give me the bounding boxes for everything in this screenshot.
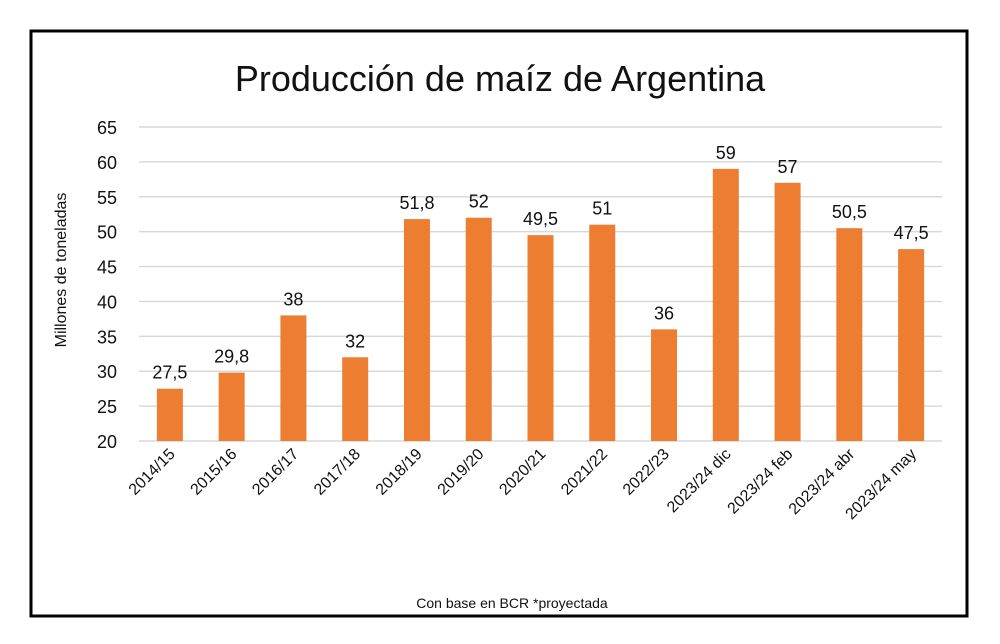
- x-axis-label: Con base en BCR *proyectada: [416, 595, 608, 611]
- data-label: 32: [345, 331, 365, 351]
- y-tick-label: 55: [97, 188, 117, 208]
- bar: [898, 249, 925, 441]
- bar: [403, 219, 430, 441]
- bar: [342, 357, 369, 441]
- bar: [712, 168, 739, 441]
- chart-title: Producción de maíz de Argentina: [235, 58, 766, 99]
- y-tick-label: 35: [97, 327, 117, 347]
- data-label: 59: [716, 143, 736, 163]
- data-label: 51: [592, 199, 612, 219]
- y-tick-label: 65: [97, 118, 117, 138]
- data-label: 51,8: [399, 193, 434, 213]
- data-label: 36: [654, 303, 674, 323]
- bar: [156, 388, 183, 441]
- y-tick-label: 30: [97, 362, 117, 382]
- bar: [465, 217, 492, 441]
- bar: [589, 224, 616, 441]
- data-label: 29,8: [214, 347, 249, 367]
- chart-border: [29, 29, 969, 618]
- y-tick-label: 45: [97, 258, 117, 278]
- y-tick-label: 60: [97, 153, 117, 173]
- bar: [527, 235, 554, 441]
- data-label: 57: [778, 157, 798, 177]
- y-axis-label: Millones de toneladas: [53, 193, 70, 348]
- data-label: 50,5: [832, 202, 867, 222]
- y-tick-label: 40: [97, 292, 117, 312]
- bar: [280, 315, 307, 441]
- bar: [651, 329, 678, 441]
- data-label: 38: [283, 289, 303, 309]
- data-label: 52: [469, 192, 489, 212]
- bar: [774, 182, 801, 442]
- bar: [836, 228, 863, 441]
- bar: [218, 372, 245, 441]
- y-tick-label: 25: [97, 397, 117, 417]
- y-tick-label: 50: [97, 223, 117, 243]
- data-label: 27,5: [152, 363, 187, 383]
- data-label: 49,5: [523, 209, 558, 229]
- data-label: 47,5: [894, 223, 929, 243]
- y-tick-label: 20: [97, 432, 117, 452]
